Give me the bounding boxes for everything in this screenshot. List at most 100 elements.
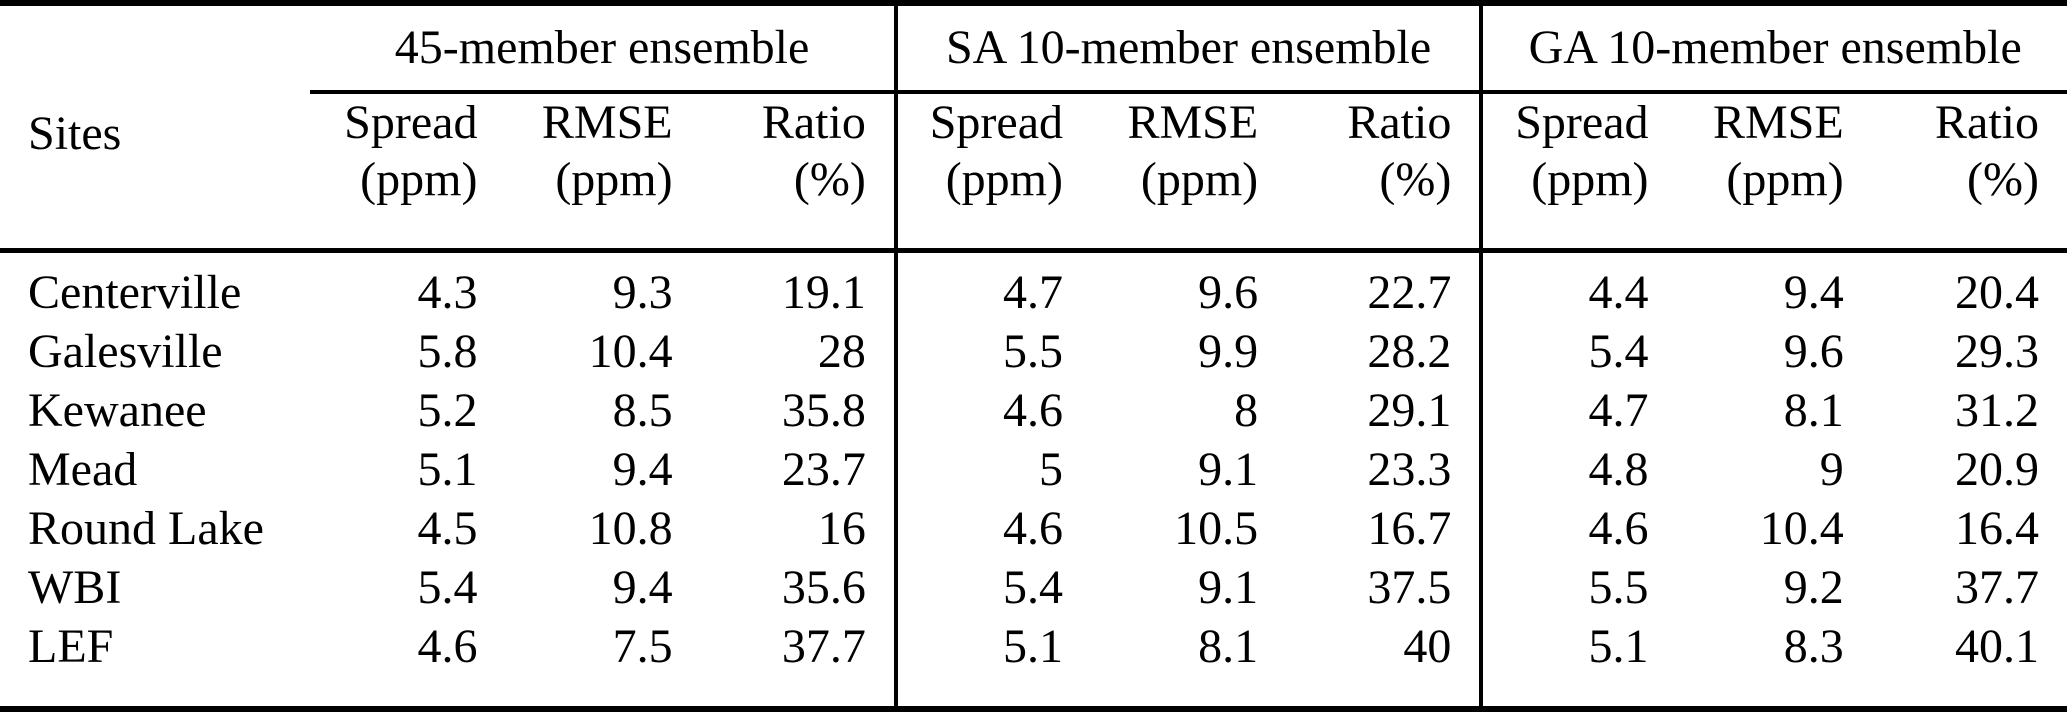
group-header-row: Sites 45-member ensemble SA 10-member en… bbox=[0, 3, 2067, 253]
value-cell: 8.5 bbox=[612, 384, 673, 437]
col-header-spread: Spread bbox=[344, 96, 478, 149]
group-header-sa-10-member: SA 10-member ensemble bbox=[893, 3, 1482, 94]
value-cell: 20.9 bbox=[1955, 443, 2039, 496]
value-cell: 9.6 bbox=[1783, 325, 1844, 378]
value-cell: 9.4 bbox=[612, 561, 673, 614]
site-name-cell: Galesville bbox=[28, 325, 223, 378]
metric-header-row: Spread RMSE Ratio Spread RMSE Ratio Spre… bbox=[0, 92, 2067, 152]
col-unit-percent: (%) bbox=[1871, 152, 2067, 253]
value-cell: 20.4 bbox=[1955, 266, 2039, 319]
value-cell: 9.6 bbox=[1198, 266, 1259, 319]
col-header-ratio: Ratio bbox=[1347, 96, 1452, 149]
value-cell: 22.7 bbox=[1367, 266, 1452, 319]
value-cell: 8.1 bbox=[1091, 617, 1287, 712]
col-unit-ppm: (ppm) bbox=[1676, 152, 1872, 253]
site-name-cell: Mead bbox=[28, 443, 138, 496]
value-cell: 29.1 bbox=[1367, 384, 1452, 437]
col-unit-ppm: (ppm) bbox=[1091, 152, 1287, 253]
col-unit-ppm: (ppm) bbox=[310, 152, 506, 253]
value-cell: 9.4 bbox=[612, 443, 673, 496]
value-cell: 5.4 bbox=[417, 561, 478, 614]
col-header-ratio: Ratio bbox=[761, 96, 866, 149]
value-cell: 16 bbox=[817, 502, 866, 555]
value-cell: 4.6 bbox=[893, 381, 1091, 440]
value-cell: 28.2 bbox=[1367, 325, 1452, 378]
value-cell: 9.1 bbox=[1198, 561, 1259, 614]
site-name-cell: Round Lake bbox=[28, 502, 264, 555]
value-cell: 9.2 bbox=[1783, 561, 1844, 614]
value-cell: 8 bbox=[1234, 384, 1259, 437]
value-cell: 8.1 bbox=[1783, 384, 1844, 437]
value-cell: 5.4 bbox=[893, 558, 1091, 617]
value-cell: 9.9 bbox=[1198, 325, 1259, 378]
value-cell: 7.5 bbox=[505, 617, 701, 712]
sites-column-header: Sites bbox=[0, 3, 311, 253]
value-cell: 40 bbox=[1286, 617, 1482, 712]
value-cell: 29.3 bbox=[1955, 325, 2039, 378]
site-name-cell: LEF bbox=[0, 617, 311, 712]
site-name-cell: Centerville bbox=[28, 266, 242, 319]
value-cell: 5.1 bbox=[1479, 617, 1677, 712]
value-cell: 5.1 bbox=[417, 443, 478, 496]
col-unit-percent: (%) bbox=[700, 152, 896, 253]
table-row: Galesville 5.8 10.4 28 5.5 9.9 28.2 5.4 … bbox=[0, 322, 2067, 381]
value-cell: 16.4 bbox=[1955, 502, 2039, 555]
table-row: Centerville 4.3 9.3 19.1 4.7 9.6 22.7 4.… bbox=[0, 250, 2067, 322]
col-unit-ppm: (ppm) bbox=[505, 152, 701, 253]
value-cell: 4.6 bbox=[310, 617, 506, 712]
value-cell: 5.5 bbox=[893, 322, 1091, 381]
value-cell: 31.2 bbox=[1955, 384, 2039, 437]
value-cell: 5.2 bbox=[417, 384, 478, 437]
value-cell: 10.8 bbox=[588, 502, 673, 555]
site-name-cell: WBI bbox=[28, 561, 122, 614]
value-cell: 10.4 bbox=[588, 325, 673, 378]
col-header-spread: Spread bbox=[893, 92, 1091, 152]
col-header-rmse: RMSE bbox=[1712, 96, 1844, 149]
col-header-rmse: RMSE bbox=[541, 96, 673, 149]
value-cell: 4.3 bbox=[417, 266, 478, 319]
value-cell: 37.7 bbox=[1955, 561, 2039, 614]
col-unit-ppm: (ppm) bbox=[893, 152, 1091, 253]
col-unit-ppm: (ppm) bbox=[1479, 152, 1677, 253]
value-cell: 9.1 bbox=[1198, 443, 1259, 496]
value-cell: 4.4 bbox=[1479, 250, 1677, 322]
value-cell: 5.8 bbox=[417, 325, 478, 378]
col-header-ratio: Ratio bbox=[1935, 96, 2039, 149]
value-cell: 4.6 bbox=[893, 499, 1091, 558]
value-cell: 8.3 bbox=[1676, 617, 1872, 712]
value-cell: 35.6 bbox=[781, 561, 866, 614]
table-row: Kewanee 5.2 8.5 35.8 4.6 8 29.1 4.7 8.1 … bbox=[0, 381, 2067, 440]
value-cell: 37.5 bbox=[1367, 561, 1452, 614]
value-cell: 23.3 bbox=[1367, 443, 1452, 496]
value-cell: 16.7 bbox=[1367, 502, 1452, 555]
value-cell: 5 bbox=[893, 440, 1091, 499]
value-cell: 9.3 bbox=[612, 266, 673, 319]
value-cell: 19.1 bbox=[781, 266, 866, 319]
value-cell: 4.5 bbox=[417, 502, 478, 555]
value-cell: 5.5 bbox=[1479, 558, 1677, 617]
value-cell: 35.8 bbox=[781, 384, 866, 437]
unit-header-row: (ppm) (ppm) (%) (ppm) (ppm) (%) (ppm) (p… bbox=[0, 152, 2067, 253]
value-cell: 40.1 bbox=[1871, 617, 2067, 712]
value-cell: 37.7 bbox=[700, 617, 896, 712]
value-cell: 5.1 bbox=[893, 617, 1091, 712]
value-cell: 10.5 bbox=[1174, 502, 1259, 555]
group-header-ga-10-member: GA 10-member ensemble bbox=[1479, 3, 2067, 94]
col-unit-percent: (%) bbox=[1286, 152, 1482, 253]
col-header-rmse: RMSE bbox=[1127, 96, 1259, 149]
table-row: Round Lake 4.5 10.8 16 4.6 10.5 16.7 4.6… bbox=[0, 499, 2067, 558]
value-cell: 4.7 bbox=[1479, 381, 1677, 440]
value-cell: 9 bbox=[1819, 443, 1844, 496]
value-cell: 4.6 bbox=[1479, 499, 1677, 558]
group-header-45-member: 45-member ensemble bbox=[310, 3, 896, 94]
table-row: WBI 5.4 9.4 35.6 5.4 9.1 37.5 5.5 9.2 37… bbox=[0, 558, 2067, 617]
table-row: LEF 4.6 7.5 37.7 5.1 8.1 40 5.1 8.3 40.1 bbox=[0, 617, 2067, 712]
value-cell: 9.4 bbox=[1783, 266, 1844, 319]
table-row: Mead 5.1 9.4 23.7 5 9.1 23.3 4.8 9 20.9 bbox=[0, 440, 2067, 499]
value-cell: 4.7 bbox=[893, 250, 1091, 322]
site-name-cell: Kewanee bbox=[28, 384, 207, 437]
col-header-spread: Spread bbox=[1479, 92, 1677, 152]
value-cell: 4.8 bbox=[1479, 440, 1677, 499]
